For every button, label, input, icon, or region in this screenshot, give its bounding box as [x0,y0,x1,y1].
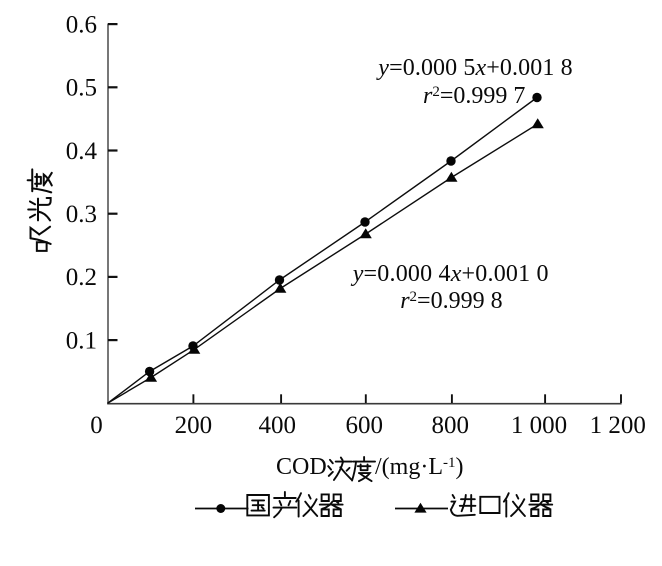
svg-text:0.2: 0.2 [66,264,97,291]
svg-text:y=0.000 4x+0.001 0: y=0.000 4x+0.001 0 [351,261,549,287]
svg-text:r2=0.999 7: r2=0.999 7 [423,83,525,109]
svg-text:y=0.000 5x+0.001 8: y=0.000 5x+0.001 8 [376,55,572,81]
svg-text:0.5: 0.5 [66,75,97,102]
svg-text:0.6: 0.6 [66,11,97,38]
svg-text:0.1: 0.1 [66,327,97,354]
svg-text:1 000: 1 000 [511,412,567,439]
svg-text:600: 600 [346,412,384,439]
svg-text:r2=0.999 8: r2=0.999 8 [400,288,502,314]
svg-text:400: 400 [259,412,297,439]
svg-text:0.3: 0.3 [66,201,97,228]
svg-text:0: 0 [90,412,103,439]
svg-text:800: 800 [431,412,469,439]
svg-text:200: 200 [175,412,213,439]
svg-text:1 200: 1 200 [590,412,646,439]
svg-text:0.4: 0.4 [66,138,98,165]
svg-text:COD: COD [276,454,327,480]
